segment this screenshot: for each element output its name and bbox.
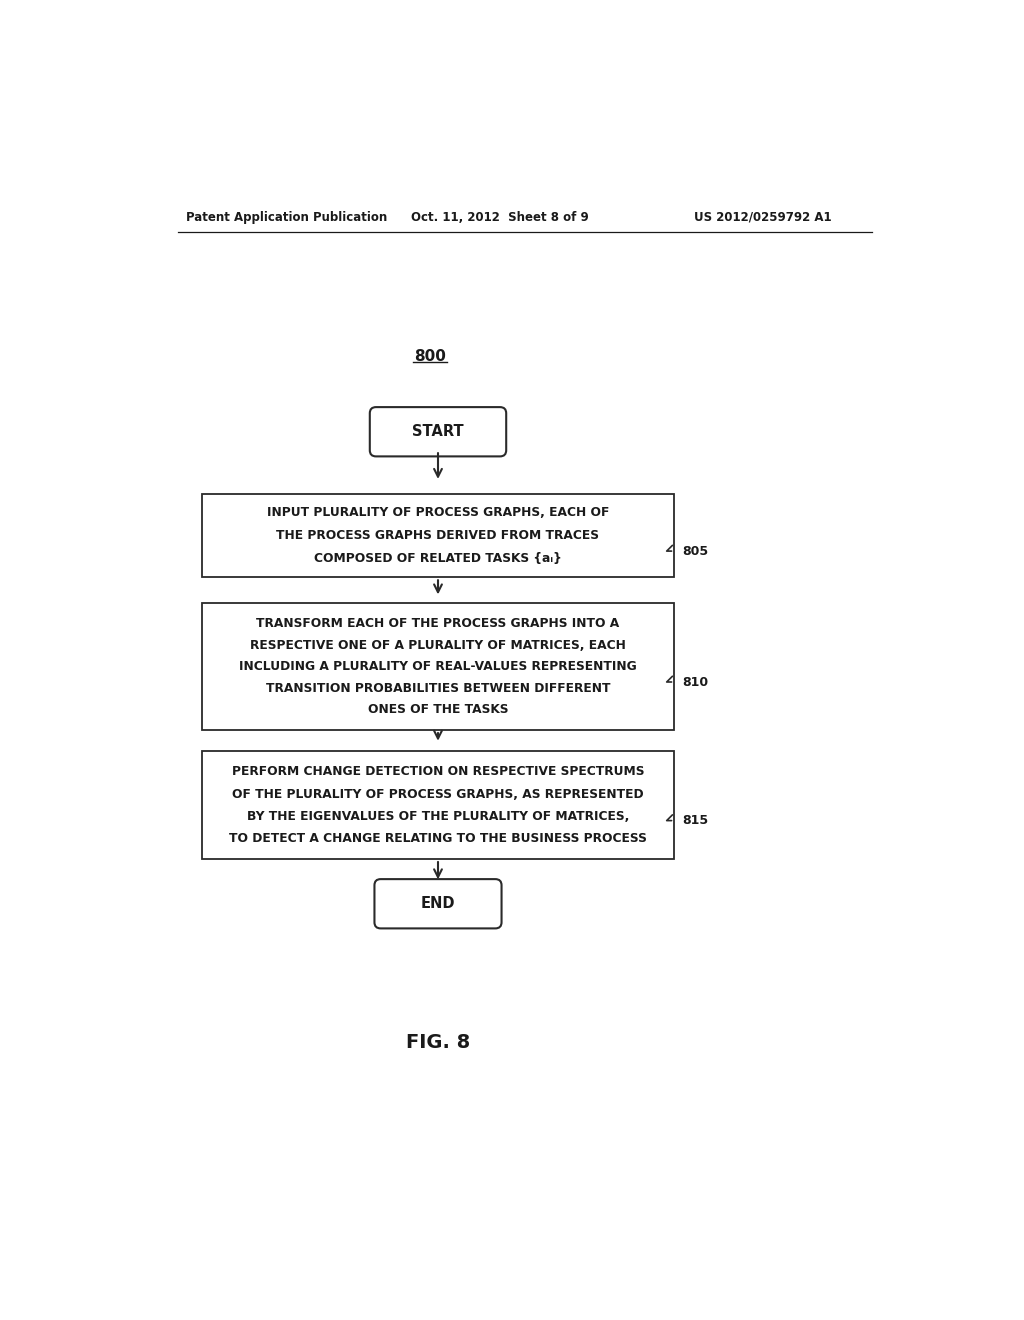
Text: ONES OF THE TASKS: ONES OF THE TASKS	[368, 704, 508, 717]
Text: INPUT PLURALITY OF PROCESS GRAPHS, EACH OF: INPUT PLURALITY OF PROCESS GRAPHS, EACH …	[267, 506, 609, 519]
FancyBboxPatch shape	[202, 751, 675, 859]
Text: PERFORM CHANGE DETECTION ON RESPECTIVE SPECTRUMS: PERFORM CHANGE DETECTION ON RESPECTIVE S…	[231, 766, 644, 779]
Text: RESPECTIVE ONE OF A PLURALITY OF MATRICES, EACH: RESPECTIVE ONE OF A PLURALITY OF MATRICE…	[250, 639, 626, 652]
Text: Patent Application Publication: Patent Application Publication	[186, 211, 387, 224]
Text: TRANSFORM EACH OF THE PROCESS GRAPHS INTO A: TRANSFORM EACH OF THE PROCESS GRAPHS INT…	[256, 616, 620, 630]
Text: 805: 805	[682, 545, 709, 557]
Text: THE PROCESS GRAPHS DERIVED FROM TRACES: THE PROCESS GRAPHS DERIVED FROM TRACES	[276, 529, 599, 543]
Text: START: START	[413, 424, 464, 440]
Text: OF THE PLURALITY OF PROCESS GRAPHS, AS REPRESENTED: OF THE PLURALITY OF PROCESS GRAPHS, AS R…	[232, 788, 644, 800]
Text: 800: 800	[415, 350, 446, 364]
Text: COMPOSED OF RELATED TASKS {aᵢ}: COMPOSED OF RELATED TASKS {aᵢ}	[314, 552, 562, 565]
Text: US 2012/0259792 A1: US 2012/0259792 A1	[693, 211, 831, 224]
FancyBboxPatch shape	[375, 879, 502, 928]
Text: 810: 810	[682, 676, 709, 689]
Text: FIG. 8: FIG. 8	[406, 1032, 470, 1052]
Text: TRANSITION PROBABILITIES BETWEEN DIFFERENT: TRANSITION PROBABILITIES BETWEEN DIFFERE…	[266, 681, 610, 694]
FancyBboxPatch shape	[202, 494, 675, 577]
Text: 815: 815	[682, 814, 709, 828]
FancyBboxPatch shape	[370, 407, 506, 457]
Text: END: END	[421, 896, 456, 911]
FancyBboxPatch shape	[202, 603, 675, 730]
Text: TO DETECT A CHANGE RELATING TO THE BUSINESS PROCESS: TO DETECT A CHANGE RELATING TO THE BUSIN…	[229, 832, 647, 845]
Text: Oct. 11, 2012  Sheet 8 of 9: Oct. 11, 2012 Sheet 8 of 9	[411, 211, 589, 224]
Text: BY THE EIGENVALUES OF THE PLURALITY OF MATRICES,: BY THE EIGENVALUES OF THE PLURALITY OF M…	[247, 810, 629, 822]
Text: INCLUDING A PLURALITY OF REAL-VALUES REPRESENTING: INCLUDING A PLURALITY OF REAL-VALUES REP…	[240, 660, 637, 673]
